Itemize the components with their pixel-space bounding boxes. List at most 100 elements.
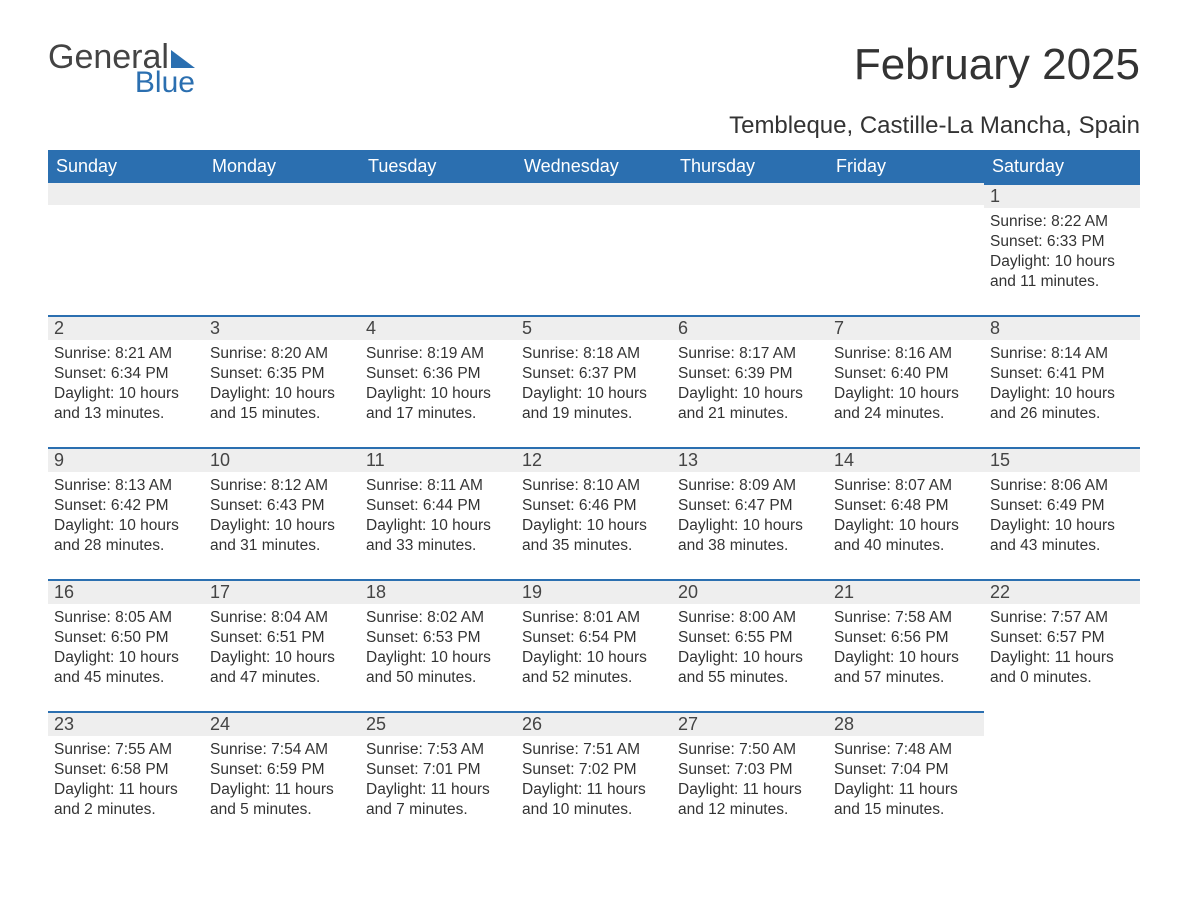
calendar-week-row: 1Sunrise: 8:22 AMSunset: 6:33 PMDaylight… [48, 183, 1140, 315]
day-details: Sunrise: 8:01 AMSunset: 6:54 PMDaylight:… [516, 604, 672, 689]
weekday-header: Sunday [48, 150, 204, 183]
empty-day [672, 183, 828, 205]
calendar-cell: 5Sunrise: 8:18 AMSunset: 6:37 PMDaylight… [516, 315, 672, 447]
day-details: Sunrise: 8:21 AMSunset: 6:34 PMDaylight:… [48, 340, 204, 425]
calendar-cell [204, 183, 360, 315]
day-details: Sunrise: 8:20 AMSunset: 6:35 PMDaylight:… [204, 340, 360, 425]
logo-word-blue: Blue [106, 68, 195, 98]
day-details: Sunrise: 7:58 AMSunset: 6:56 PMDaylight:… [828, 604, 984, 689]
calendar-cell: 2Sunrise: 8:21 AMSunset: 6:34 PMDaylight… [48, 315, 204, 447]
day-details: Sunrise: 7:57 AMSunset: 6:57 PMDaylight:… [984, 604, 1140, 689]
weekday-header: Wednesday [516, 150, 672, 183]
day-details: Sunrise: 8:04 AMSunset: 6:51 PMDaylight:… [204, 604, 360, 689]
day-details: Sunrise: 8:12 AMSunset: 6:43 PMDaylight:… [204, 472, 360, 557]
calendar-cell: 4Sunrise: 8:19 AMSunset: 6:36 PMDaylight… [360, 315, 516, 447]
day-number: 18 [360, 579, 516, 604]
empty-day [516, 183, 672, 205]
day-number: 3 [204, 315, 360, 340]
day-number: 28 [828, 711, 984, 736]
day-details: Sunrise: 8:02 AMSunset: 6:53 PMDaylight:… [360, 604, 516, 689]
day-number: 4 [360, 315, 516, 340]
day-number: 13 [672, 447, 828, 472]
calendar-cell: 26Sunrise: 7:51 AMSunset: 7:02 PMDayligh… [516, 711, 672, 843]
header: General Blue February 2025 [48, 40, 1140, 98]
day-details: Sunrise: 7:53 AMSunset: 7:01 PMDaylight:… [360, 736, 516, 821]
day-details: Sunrise: 7:51 AMSunset: 7:02 PMDaylight:… [516, 736, 672, 821]
weekday-header-row: SundayMondayTuesdayWednesdayThursdayFrid… [48, 150, 1140, 183]
calendar-cell: 21Sunrise: 7:58 AMSunset: 6:56 PMDayligh… [828, 579, 984, 711]
calendar-cell: 24Sunrise: 7:54 AMSunset: 6:59 PMDayligh… [204, 711, 360, 843]
calendar-cell [48, 183, 204, 315]
day-details: Sunrise: 8:19 AMSunset: 6:36 PMDaylight:… [360, 340, 516, 425]
calendar-cell: 1Sunrise: 8:22 AMSunset: 6:33 PMDaylight… [984, 183, 1140, 315]
day-details: Sunrise: 8:09 AMSunset: 6:47 PMDaylight:… [672, 472, 828, 557]
calendar-cell: 11Sunrise: 8:11 AMSunset: 6:44 PMDayligh… [360, 447, 516, 579]
day-number: 22 [984, 579, 1140, 604]
day-number: 26 [516, 711, 672, 736]
weekday-header: Monday [204, 150, 360, 183]
calendar-week-row: 16Sunrise: 8:05 AMSunset: 6:50 PMDayligh… [48, 579, 1140, 711]
day-details: Sunrise: 8:16 AMSunset: 6:40 PMDaylight:… [828, 340, 984, 425]
weekday-header: Friday [828, 150, 984, 183]
day-details: Sunrise: 7:50 AMSunset: 7:03 PMDaylight:… [672, 736, 828, 821]
day-number: 6 [672, 315, 828, 340]
day-details: Sunrise: 8:18 AMSunset: 6:37 PMDaylight:… [516, 340, 672, 425]
calendar-cell: 10Sunrise: 8:12 AMSunset: 6:43 PMDayligh… [204, 447, 360, 579]
calendar-cell: 8Sunrise: 8:14 AMSunset: 6:41 PMDaylight… [984, 315, 1140, 447]
day-number: 17 [204, 579, 360, 604]
day-details: Sunrise: 8:06 AMSunset: 6:49 PMDaylight:… [984, 472, 1140, 557]
day-number: 21 [828, 579, 984, 604]
calendar-cell: 28Sunrise: 7:48 AMSunset: 7:04 PMDayligh… [828, 711, 984, 843]
day-details: Sunrise: 8:22 AMSunset: 6:33 PMDaylight:… [984, 208, 1140, 293]
calendar-cell: 14Sunrise: 8:07 AMSunset: 6:48 PMDayligh… [828, 447, 984, 579]
day-details: Sunrise: 7:54 AMSunset: 6:59 PMDaylight:… [204, 736, 360, 821]
calendar-cell: 3Sunrise: 8:20 AMSunset: 6:35 PMDaylight… [204, 315, 360, 447]
calendar-cell: 7Sunrise: 8:16 AMSunset: 6:40 PMDaylight… [828, 315, 984, 447]
calendar-cell: 23Sunrise: 7:55 AMSunset: 6:58 PMDayligh… [48, 711, 204, 843]
weekday-header: Saturday [984, 150, 1140, 183]
day-number: 10 [204, 447, 360, 472]
day-number: 11 [360, 447, 516, 472]
calendar-cell [360, 183, 516, 315]
empty-day [48, 183, 204, 205]
calendar-cell: 16Sunrise: 8:05 AMSunset: 6:50 PMDayligh… [48, 579, 204, 711]
day-details: Sunrise: 8:14 AMSunset: 6:41 PMDaylight:… [984, 340, 1140, 425]
day-details: Sunrise: 8:00 AMSunset: 6:55 PMDaylight:… [672, 604, 828, 689]
day-details: Sunrise: 7:48 AMSunset: 7:04 PMDaylight:… [828, 736, 984, 821]
day-number: 25 [360, 711, 516, 736]
page-title: February 2025 [854, 40, 1140, 90]
day-number: 14 [828, 447, 984, 472]
empty-day [204, 183, 360, 205]
calendar-cell: 9Sunrise: 8:13 AMSunset: 6:42 PMDaylight… [48, 447, 204, 579]
day-number: 20 [672, 579, 828, 604]
calendar-cell: 22Sunrise: 7:57 AMSunset: 6:57 PMDayligh… [984, 579, 1140, 711]
day-number: 24 [204, 711, 360, 736]
day-number: 9 [48, 447, 204, 472]
calendar-cell: 15Sunrise: 8:06 AMSunset: 6:49 PMDayligh… [984, 447, 1140, 579]
calendar-week-row: 2Sunrise: 8:21 AMSunset: 6:34 PMDaylight… [48, 315, 1140, 447]
day-details: Sunrise: 8:07 AMSunset: 6:48 PMDaylight:… [828, 472, 984, 557]
day-details: Sunrise: 7:55 AMSunset: 6:58 PMDaylight:… [48, 736, 204, 821]
calendar-cell: 12Sunrise: 8:10 AMSunset: 6:46 PMDayligh… [516, 447, 672, 579]
empty-day [828, 183, 984, 205]
day-details: Sunrise: 8:13 AMSunset: 6:42 PMDaylight:… [48, 472, 204, 557]
day-number: 16 [48, 579, 204, 604]
calendar-cell: 17Sunrise: 8:04 AMSunset: 6:51 PMDayligh… [204, 579, 360, 711]
day-number: 8 [984, 315, 1140, 340]
weekday-header: Tuesday [360, 150, 516, 183]
location-label: Tembleque, Castille-La Mancha, Spain [48, 112, 1140, 140]
calendar-cell [672, 183, 828, 315]
day-details: Sunrise: 8:10 AMSunset: 6:46 PMDaylight:… [516, 472, 672, 557]
calendar-cell [828, 183, 984, 315]
day-number: 19 [516, 579, 672, 604]
calendar-cell: 27Sunrise: 7:50 AMSunset: 7:03 PMDayligh… [672, 711, 828, 843]
calendar-table: SundayMondayTuesdayWednesdayThursdayFrid… [48, 150, 1140, 843]
calendar-cell [984, 711, 1140, 843]
day-details: Sunrise: 8:05 AMSunset: 6:50 PMDaylight:… [48, 604, 204, 689]
day-details: Sunrise: 8:11 AMSunset: 6:44 PMDaylight:… [360, 472, 516, 557]
calendar-cell [516, 183, 672, 315]
calendar-cell: 20Sunrise: 8:00 AMSunset: 6:55 PMDayligh… [672, 579, 828, 711]
day-number: 7 [828, 315, 984, 340]
day-number: 12 [516, 447, 672, 472]
day-details: Sunrise: 8:17 AMSunset: 6:39 PMDaylight:… [672, 340, 828, 425]
